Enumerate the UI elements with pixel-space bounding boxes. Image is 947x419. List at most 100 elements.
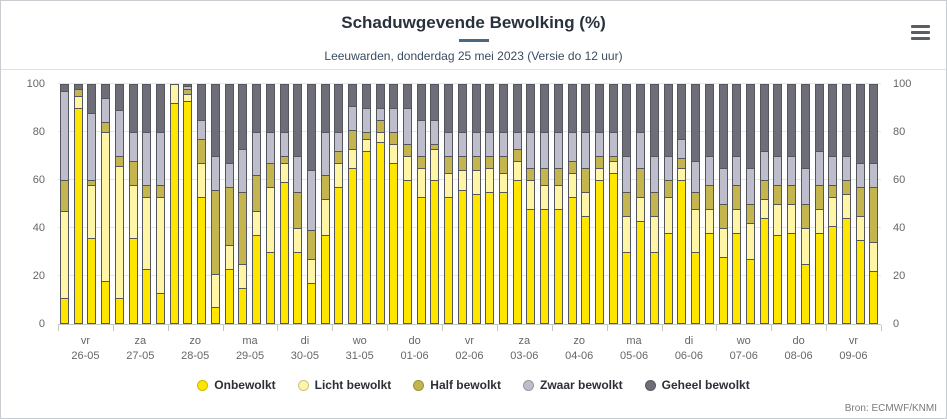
bar-29[interactable] [444, 84, 454, 324]
bar-12[interactable] [210, 84, 220, 324]
bar-10[interactable] [183, 84, 193, 324]
bar-segment-licht-bewolkt [430, 148, 440, 180]
bar-15[interactable] [252, 84, 262, 324]
bar-2[interactable] [73, 84, 83, 324]
bar-50[interactable] [732, 84, 742, 324]
day-label-06-06: di 06-06 [661, 334, 716, 364]
bar-58[interactable] [841, 84, 851, 324]
bar-56[interactable] [814, 84, 824, 324]
bar-segment-licht-bewolkt [142, 196, 152, 269]
bar-segment-half-bewolkt [773, 184, 783, 205]
bar-segment-zwaar-bewolkt [252, 132, 262, 176]
bar-segment-zwaar-bewolkt [553, 132, 563, 169]
bar-23[interactable] [361, 84, 371, 324]
bar-segment-half-bewolkt [128, 160, 138, 185]
hamburger-menu-icon[interactable] [911, 25, 930, 43]
legend-item-onbewolkt[interactable]: Onbewolkt [197, 378, 276, 392]
bar-17[interactable] [279, 84, 289, 324]
bar-7[interactable] [142, 84, 152, 324]
bar-segment-geheel-bewolkt [73, 84, 83, 89]
bar-26[interactable] [402, 84, 412, 324]
bar-segment-half-bewolkt [691, 192, 701, 209]
bar-13[interactable] [224, 84, 234, 324]
bar-11[interactable] [197, 84, 207, 324]
legend-item-zwaar-bewolkt[interactable]: Zwaar bewolkt [522, 378, 623, 392]
bar-segment-licht-bewolkt [197, 163, 207, 197]
bar-segment-licht-bewolkt [224, 244, 234, 269]
plot-area [58, 83, 881, 324]
bar-segment-onbewolkt [361, 151, 371, 324]
legend-item-geheel-bewolkt[interactable]: Geheel bewolkt [644, 378, 750, 392]
bar-3[interactable] [87, 84, 97, 324]
legend-item-licht-bewolkt[interactable]: Licht bewolkt [297, 378, 391, 392]
bar-38[interactable] [567, 84, 577, 324]
bar-60[interactable] [869, 84, 879, 324]
bar-segment-onbewolkt [512, 180, 522, 324]
bar-25[interactable] [389, 84, 399, 324]
bar-30[interactable] [457, 84, 467, 324]
y-axis-left: 0 20 40 60 80 100 [1, 78, 51, 330]
bar-53[interactable] [773, 84, 783, 324]
bar-55[interactable] [800, 84, 810, 324]
bar-33[interactable] [499, 84, 508, 324]
bar-24[interactable] [375, 84, 385, 324]
bar-48[interactable] [704, 84, 714, 324]
bar-22[interactable] [348, 84, 358, 324]
bar-27[interactable] [416, 84, 426, 324]
bar-1[interactable] [60, 84, 69, 324]
bar-14[interactable] [238, 84, 248, 324]
bar-54[interactable] [787, 84, 797, 324]
bar-52[interactable] [759, 84, 769, 324]
legend-marker-icon [197, 379, 209, 391]
bar-44[interactable] [649, 84, 659, 324]
bar-41[interactable] [608, 84, 618, 324]
bar-9[interactable] [169, 84, 179, 324]
bar-segment-half-bewolkt [430, 144, 440, 149]
bar-57[interactable] [828, 84, 838, 324]
bar-segment-onbewolkt [183, 100, 193, 324]
bar-21[interactable] [334, 84, 344, 324]
bar-segment-zwaar-bewolkt [718, 168, 728, 205]
bar-segment-half-bewolkt [732, 184, 742, 209]
day-label-02-06: vr 02-06 [442, 334, 497, 364]
bar-59[interactable] [855, 84, 865, 324]
bar-32[interactable] [485, 84, 495, 324]
bar-8[interactable] [156, 84, 166, 324]
bar-18[interactable] [293, 84, 303, 324]
bar-35[interactable] [526, 84, 536, 324]
bar-5[interactable] [114, 84, 124, 324]
x-axis-tick [551, 325, 553, 331]
bar-segment-geheel-bewolkt [828, 84, 838, 157]
bar-segment-half-bewolkt [265, 163, 275, 188]
bar-51[interactable] [745, 84, 755, 324]
bar-40[interactable] [595, 84, 605, 324]
bar-49[interactable] [718, 84, 728, 324]
bar-segment-geheel-bewolkt [114, 84, 124, 111]
bar-segment-onbewolkt [279, 182, 289, 324]
bar-31[interactable] [471, 84, 481, 324]
bar-39[interactable] [581, 84, 591, 324]
bar-16[interactable] [265, 84, 275, 324]
bar-segment-onbewolkt [855, 240, 865, 324]
bar-segment-licht-bewolkt [306, 259, 316, 284]
bar-segment-half-bewolkt [238, 192, 248, 264]
bar-segment-onbewolkt [238, 288, 248, 324]
bar-34[interactable] [512, 84, 522, 324]
bar-4[interactable] [101, 84, 111, 324]
bar-28[interactable] [430, 84, 440, 324]
legend-item-half-bewolkt[interactable]: Half bewolkt [413, 378, 501, 392]
bar-36[interactable] [540, 84, 550, 324]
bar-19[interactable] [306, 84, 316, 324]
bar-45[interactable] [663, 84, 673, 324]
bar-46[interactable] [677, 84, 687, 324]
bar-20[interactable] [320, 84, 330, 324]
bar-segment-geheel-bewolkt [814, 84, 824, 152]
bar-43[interactable] [636, 84, 646, 324]
bar-segment-geheel-bewolkt [622, 84, 632, 156]
bar-segment-half-bewolkt [745, 204, 755, 224]
bar-37[interactable] [553, 84, 563, 324]
bar-6[interactable] [128, 84, 138, 324]
bar-47[interactable] [691, 84, 701, 324]
bar-42[interactable] [622, 84, 632, 324]
y-axis-tick-label: 40 [32, 222, 45, 234]
